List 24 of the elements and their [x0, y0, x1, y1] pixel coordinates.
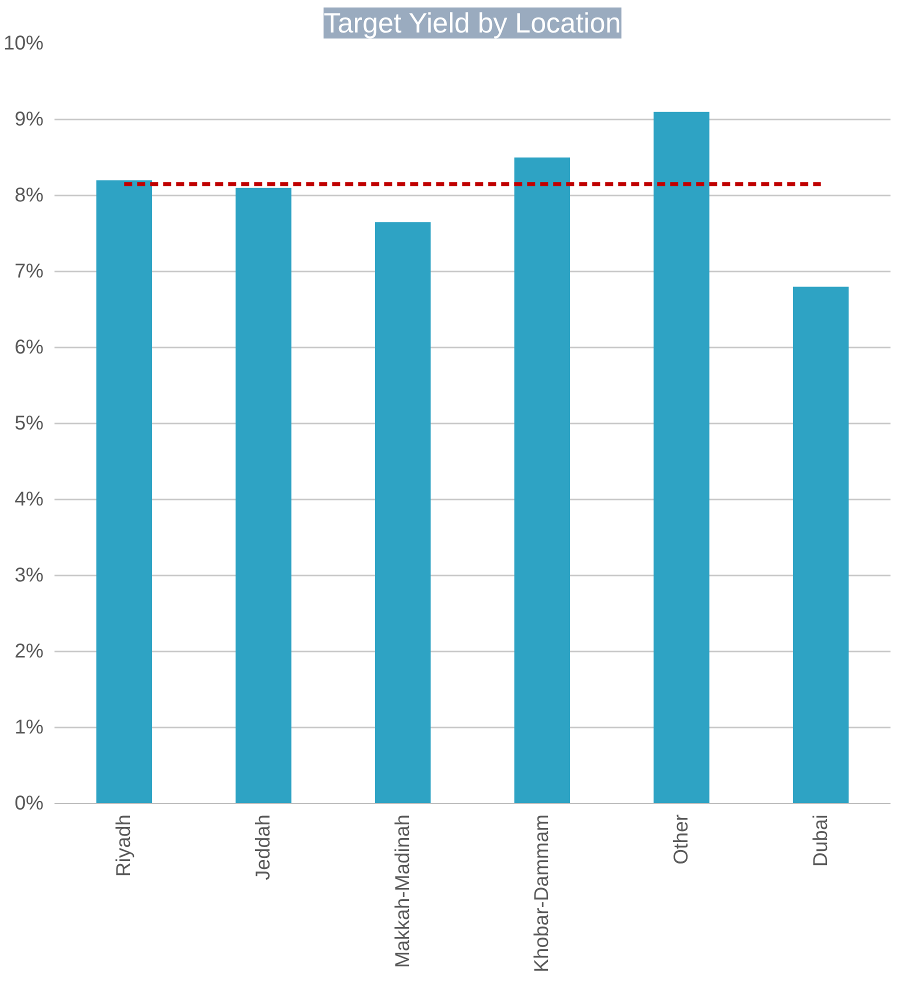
y-tick-label: 1% — [14, 716, 44, 738]
x-tick-label: Jeddah — [252, 814, 274, 880]
x-tick-label: Dubai — [810, 814, 832, 867]
x-tick-label: Other — [670, 814, 692, 865]
bar — [514, 158, 570, 804]
y-tick-label: 10% — [3, 32, 44, 54]
y-tick-label: 9% — [14, 108, 44, 130]
chart-title: Target Yield by Location — [324, 8, 621, 38]
y-tick-label: 0% — [14, 792, 44, 814]
y-tick-label: 3% — [14, 564, 44, 586]
bar — [654, 112, 710, 804]
y-tick-label: 7% — [14, 260, 44, 282]
y-tick-label: 6% — [14, 336, 44, 358]
y-tick-label: 4% — [14, 488, 44, 510]
x-tick-label: Riyadh — [113, 814, 136, 877]
bar — [374, 222, 431, 804]
bar — [236, 188, 292, 804]
x-tick-label: Makkah-Madinah — [392, 814, 414, 968]
bar — [792, 286, 849, 804]
y-tick-label: 5% — [14, 412, 44, 434]
bar — [96, 180, 152, 804]
y-tick-label: 8% — [14, 184, 44, 206]
x-tick-label: Khobar-Dammam — [531, 814, 554, 972]
y-tick-label: 2% — [14, 640, 44, 662]
